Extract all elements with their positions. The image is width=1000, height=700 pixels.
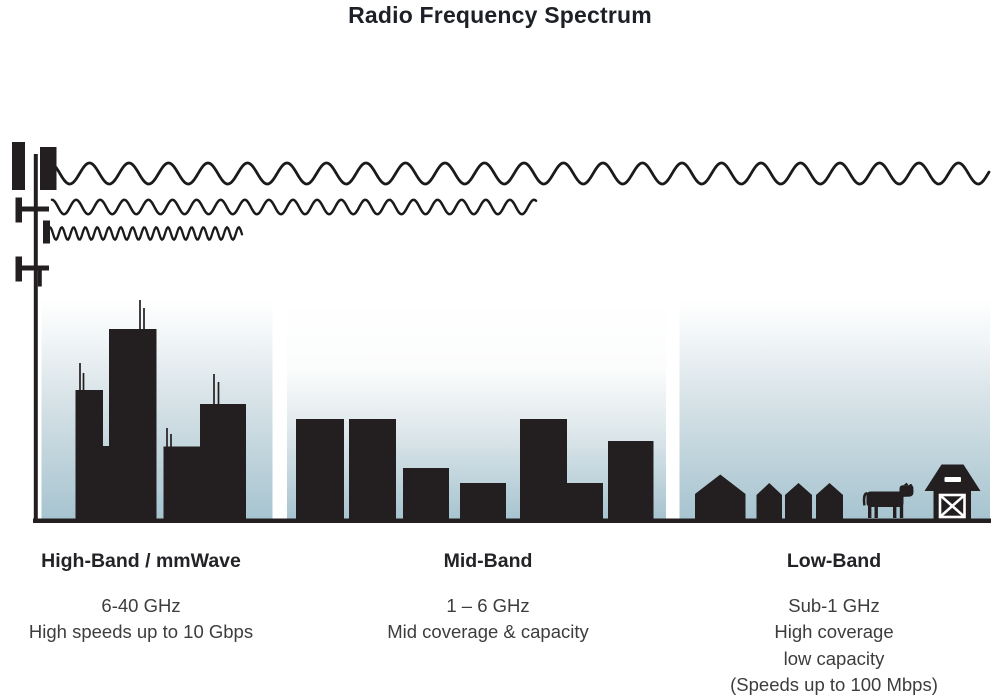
high-band-description: High speeds up to 10 Gbps (28, 621, 254, 642)
high-band-frequency: 6-40 GHz (101, 594, 181, 616)
skyscraper (163, 446, 200, 519)
ground-line (33, 518, 991, 523)
mid-band-frequency: 1 – 6 GHz (446, 594, 530, 616)
cell-tower-icon (12, 142, 57, 519)
skyscraper (200, 404, 246, 519)
house (816, 483, 843, 519)
house (695, 474, 746, 519)
building (460, 483, 506, 519)
suburb-houses (695, 474, 843, 519)
house (785, 483, 812, 519)
low-band-frequency: Sub-1 GHz (788, 594, 880, 616)
building (520, 419, 567, 519)
rooftop-antennas (79, 300, 220, 448)
building (608, 441, 654, 519)
mid-band-skyline (296, 419, 654, 519)
building (349, 419, 396, 519)
low-band-capacity: low capacity (783, 647, 885, 669)
building (403, 468, 449, 519)
mid-band-text-block: Mid-Band 1 – 6 GHz Mid coverage & capaci… (308, 548, 668, 646)
radio-waves (48, 161, 991, 242)
low-band-label: Low-Band (786, 550, 882, 572)
skyscraper (109, 329, 157, 519)
high-band-short-wave (48, 225, 244, 242)
skyscraper (103, 446, 110, 519)
building (296, 419, 344, 519)
barn-icon (924, 464, 981, 519)
cow-icon (862, 482, 914, 518)
house (756, 483, 782, 519)
coverage-panels (41, 300, 990, 519)
high-band-skyline (75, 329, 246, 519)
mid-band-description: Mid coverage & capacity (387, 621, 589, 642)
building (567, 483, 603, 519)
low-band-text-block: Low-Band Sub-1 GHz High coverage low cap… (654, 548, 1000, 699)
diagram-title: Radio Frequency Spectrum (348, 2, 652, 28)
low-band-speed: (Speeds up to 100 Mbps) (730, 674, 938, 695)
low-band-coverage: High coverage (774, 621, 894, 642)
skyscraper (75, 390, 103, 519)
high-band-text-block: High-Band / mmWave 6-40 GHz High speeds … (0, 548, 321, 646)
high-band-label: High-Band / mmWave (41, 550, 241, 572)
mid-band-label: Mid-Band (443, 550, 533, 572)
low-band-long-wave (48, 161, 991, 186)
mid-band-medium-wave (50, 198, 538, 216)
